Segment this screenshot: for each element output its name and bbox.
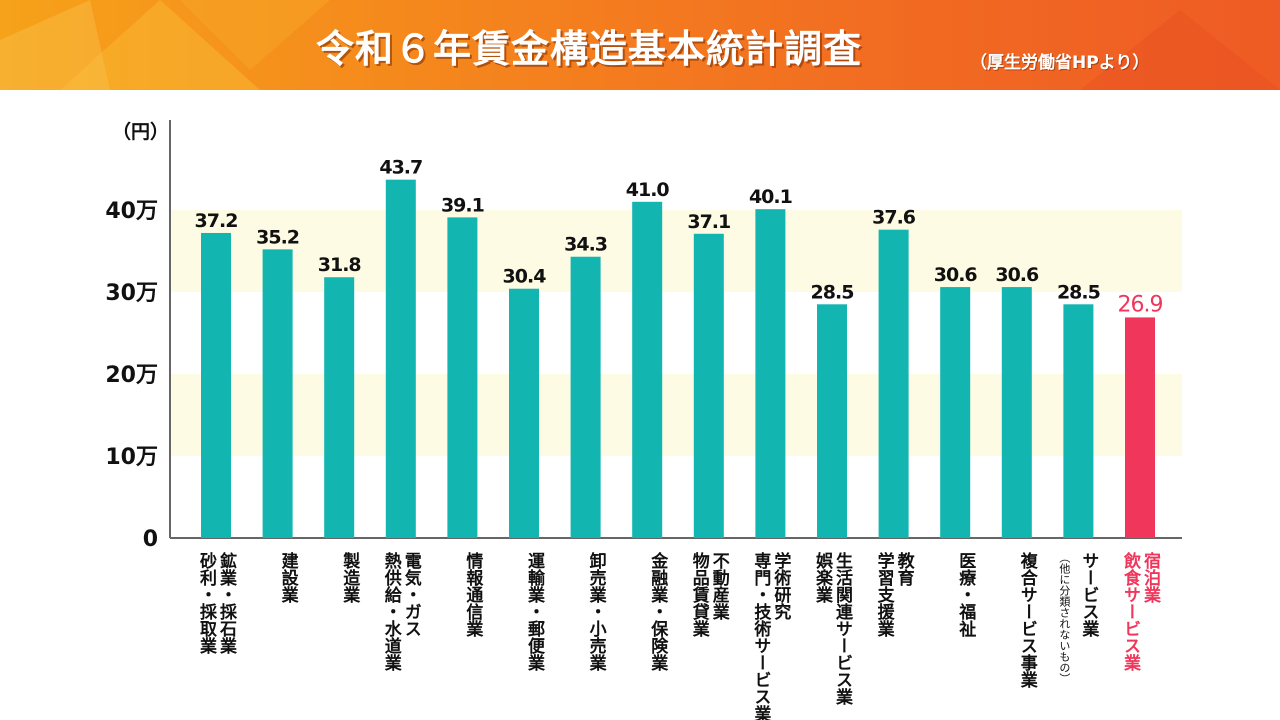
category-label-3-0: 電気・ガス bbox=[401, 552, 423, 637]
category-label-9-1: 専門・技術サービス業 bbox=[750, 552, 772, 720]
page-subtitle: （厚生労働省HPより） bbox=[970, 53, 1150, 73]
y-tick-label-1: 10万 bbox=[105, 445, 158, 470]
category-label-15-0: 宿泊業 bbox=[1140, 551, 1161, 604]
bar-5 bbox=[509, 288, 539, 538]
category-label-8-1: 物品賃貸業 bbox=[689, 551, 711, 638]
value-label-5: 30.4 bbox=[503, 266, 547, 288]
category-label-11-1: 学習支援業 bbox=[874, 551, 895, 638]
bar-9 bbox=[755, 209, 786, 538]
bar-8 bbox=[693, 233, 724, 538]
category-label-4-0: 情報通信業 bbox=[462, 551, 483, 638]
category-label-12-0: 医療・福祉 bbox=[955, 552, 977, 637]
category-label-14-1: （他に分類されないもの） bbox=[1058, 552, 1071, 684]
bar-chart: （円） 0 10万 20万 30万 40万 37.2 35.2 31.8 43.7 39.1 30… bbox=[105, 120, 1182, 720]
category-label-3-1: 熱供給・水道業 bbox=[381, 551, 403, 672]
y-axis-ticks: 0 10万 20万 30万 40万 bbox=[105, 199, 158, 552]
bar-0 bbox=[201, 232, 231, 538]
category-label-1-0: 建設業 bbox=[278, 551, 299, 604]
value-label-1: 35.2 bbox=[256, 226, 299, 248]
title-banner: 令和６年賃金構造基本統計調査 （厚生労働省HPより） bbox=[0, 0, 1280, 90]
bar-7 bbox=[632, 201, 663, 539]
category-label-9-0: 学術研究 bbox=[770, 551, 792, 620]
bar-12 bbox=[940, 287, 971, 538]
category-label-7-0: 金融業・保険業 bbox=[647, 551, 669, 672]
bar-3 bbox=[385, 179, 416, 538]
category-label-15-1: 飲食サービス業 bbox=[1120, 551, 1142, 672]
category-label-0-1: 砂利・採取業 bbox=[196, 551, 217, 655]
category-label-11-0: 教育 bbox=[894, 551, 916, 587]
value-label-3: 43.7 bbox=[379, 157, 422, 179]
y-axis-unit-label: （円） bbox=[112, 120, 169, 143]
bar-14 bbox=[1063, 304, 1094, 538]
category-label-5-0: 運輸業・郵便業 bbox=[524, 552, 545, 672]
value-label-4: 39.1 bbox=[441, 194, 484, 216]
bar-10 bbox=[817, 304, 847, 538]
value-label-2: 31.8 bbox=[318, 254, 362, 276]
value-label-6: 34.3 bbox=[564, 234, 607, 256]
value-label-13: 30.6 bbox=[995, 264, 1039, 286]
value-label-15: 26.9 bbox=[1118, 292, 1163, 317]
value-label-10: 28.5 bbox=[811, 281, 854, 303]
category-label-8-0: 不動産業 bbox=[709, 552, 730, 621]
category-label-6-0: 卸売業・小売業 bbox=[586, 551, 607, 672]
category-label-10-0: 生活関連サービス業 bbox=[832, 551, 853, 706]
category-label-13-0: 複合サービス事業 bbox=[1017, 551, 1039, 689]
bar-1 bbox=[262, 249, 293, 539]
category-label-10-1: 娯楽業 bbox=[812, 551, 833, 604]
bar-4 bbox=[447, 217, 478, 538]
category-label-2-0: 製造業 bbox=[339, 551, 361, 604]
y-tick-label-3: 30万 bbox=[105, 281, 158, 306]
y-tick-label-4: 40万 bbox=[105, 199, 158, 224]
banner-decoration bbox=[0, 0, 1280, 90]
value-label-0: 37.2 bbox=[195, 210, 238, 232]
bars bbox=[201, 179, 1155, 539]
y-tick-label-0: 0 bbox=[143, 527, 158, 552]
category-label-0-0: 鉱業・採石業 bbox=[216, 551, 238, 655]
value-label-14: 28.5 bbox=[1057, 281, 1100, 303]
bar-6 bbox=[570, 256, 601, 538]
bar-11 bbox=[878, 229, 909, 538]
value-label-7: 41.0 bbox=[626, 179, 670, 201]
bar-2 bbox=[324, 277, 355, 538]
page-title: 令和６年賃金構造基本統計調査 bbox=[316, 27, 863, 71]
category-label-14-0: サービス業 bbox=[1078, 552, 1099, 638]
value-label-9: 40.1 bbox=[749, 186, 792, 208]
value-label-11: 37.6 bbox=[872, 207, 916, 229]
bar-15 bbox=[1125, 317, 1155, 538]
value-label-12: 30.6 bbox=[934, 264, 978, 286]
value-label-8: 37.1 bbox=[687, 211, 730, 233]
bar-13 bbox=[1001, 287, 1032, 538]
y-tick-label-2: 20万 bbox=[105, 363, 158, 388]
value-labels: 37.2 35.2 31.8 43.7 39.1 30.4 34.3 41.0 37.1 40.1… bbox=[195, 157, 1164, 318]
